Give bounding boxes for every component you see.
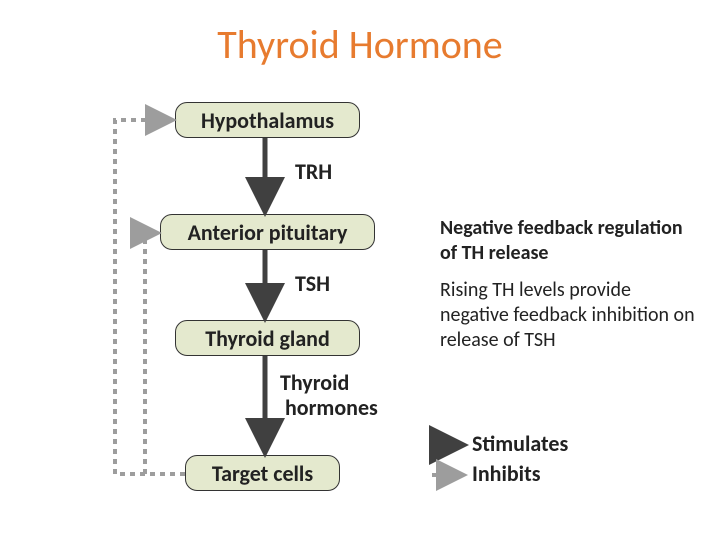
hormone-thyroid-hormones: Thyroid hormones (280, 370, 378, 421)
node-thyroid-gland: Thyroid gland (175, 320, 360, 356)
arrows-overlay (0, 0, 720, 540)
hormone-tsh: TSH (295, 270, 330, 297)
node-target-cells: Target cells (185, 455, 340, 491)
hormone-trh: TRH (295, 158, 332, 185)
node-label: Thyroid gland (205, 325, 330, 352)
node-label: Anterior pituitary (188, 219, 348, 246)
node-label: Target cells (212, 460, 313, 487)
legend-stimulates: Stimulates (472, 430, 568, 457)
feedback-to-hypothalamus (115, 120, 185, 474)
legend-inhibits: Inhibits (472, 460, 541, 487)
feedback-heading: Negative feedback regulation of TH relea… (440, 216, 690, 266)
node-anterior-pituitary: Anterior pituitary (160, 214, 375, 250)
node-label: Hypothalamus (201, 107, 334, 134)
node-hypothalamus: Hypothalamus (175, 102, 360, 138)
feedback-body: Rising TH levels provide negative feedba… (440, 278, 695, 353)
page-title: Thyroid Hormone (217, 20, 502, 69)
